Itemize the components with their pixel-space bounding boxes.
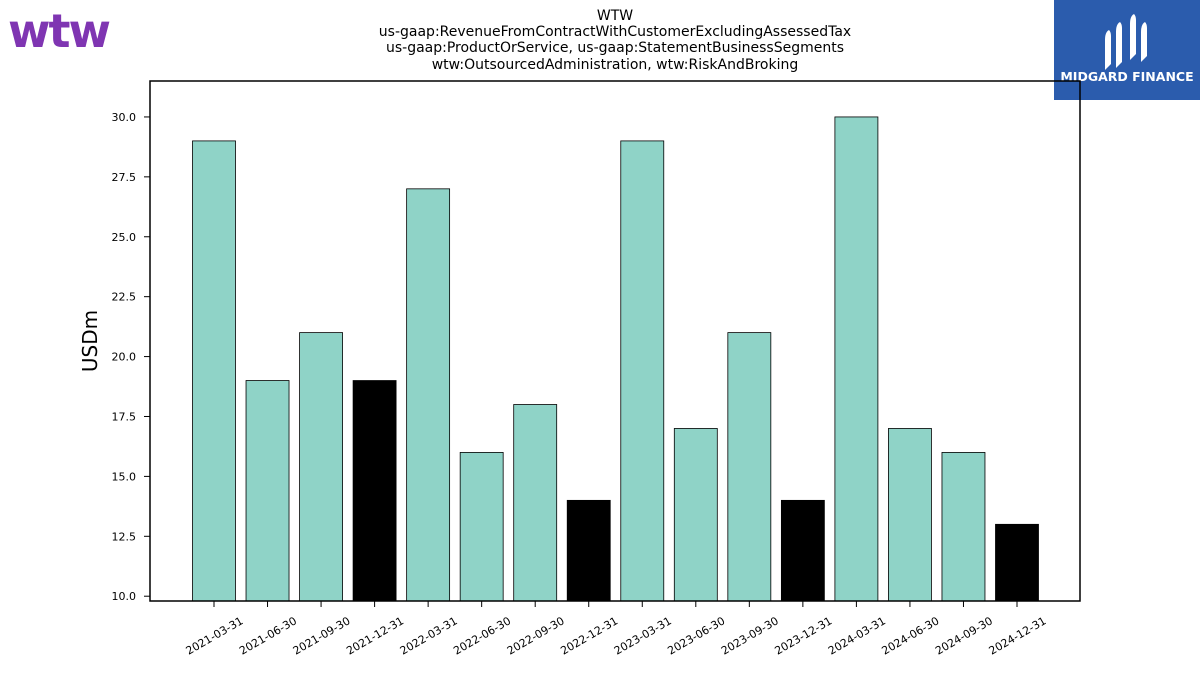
chart-title-line-2: us-gaap:RevenueFromContractWithCustomerE…	[379, 24, 851, 40]
x-tick-label: 2023-09-30	[719, 614, 781, 657]
x-tick-label: 2024-09-30	[933, 614, 995, 657]
chart-title-line-1: WTW	[597, 8, 633, 24]
x-axis: 2021-03-312021-06-302021-09-302021-12-31…	[184, 601, 1049, 658]
y-tick-label: 27.5	[112, 171, 137, 184]
y-tick-label: 25.0	[112, 231, 137, 244]
bar-2024-06-30	[888, 428, 932, 602]
y-tick-label: 10.0	[112, 590, 137, 603]
bar-2023-03-31	[620, 140, 665, 602]
bar-2021-12-31	[352, 380, 397, 602]
chart-title: WTW us-gaap:RevenueFromContractWithCusto…	[379, 8, 851, 73]
x-tick-label: 2024-12-31	[987, 614, 1049, 657]
y-tick-label: 20.0	[112, 351, 137, 364]
plot-frame	[149, 80, 1081, 602]
y-tick-label: 17.5	[112, 410, 137, 423]
bar-2021-03-31	[192, 140, 236, 602]
y-axis-label: USDm	[78, 310, 102, 372]
bar-2021-06-30	[245, 380, 290, 602]
x-tick-label: 2022-12-31	[558, 614, 620, 657]
x-tick-label: 2024-03-31	[826, 614, 888, 657]
y-tick-label: 12.5	[112, 530, 137, 543]
chart-title-line-4: wtw:OutsourcedAdministration, wtw:RiskAn…	[432, 57, 799, 73]
x-tick-label: 2023-06-30	[665, 614, 727, 657]
bar-2022-06-30	[459, 452, 504, 602]
bar-2024-12-31	[995, 523, 1039, 602]
bar-2022-09-30	[513, 404, 558, 602]
bar-2023-12-31	[780, 499, 825, 602]
midgard-finance-logo: MIDGARD FINANCE	[1054, 0, 1200, 100]
chart-title-line-3: us-gaap:ProductOrService, us-gaap:Statem…	[386, 40, 844, 56]
y-tick-label: 30.0	[112, 111, 137, 124]
x-tick-label: 2023-03-31	[612, 614, 674, 657]
midgard-logo-text: MIDGARD FINANCE	[1060, 69, 1193, 84]
x-tick-label: 2022-03-31	[398, 614, 460, 657]
bar-2021-09-30	[299, 332, 343, 602]
x-tick-label: 2022-09-30	[505, 614, 567, 657]
y-tick-label: 15.0	[112, 470, 137, 483]
midgard-logo-mark	[1105, 14, 1147, 70]
bar-2023-06-30	[673, 428, 718, 602]
y-tick-label: 22.5	[112, 291, 137, 304]
x-tick-label: 2024-06-30	[880, 614, 942, 657]
bar-2024-09-30	[941, 452, 986, 602]
midgard-logo-background	[1054, 0, 1200, 100]
wtw-logo: wtw	[8, 4, 111, 58]
bar-2024-03-31	[834, 116, 879, 602]
x-tick-label: 2021-03-31	[184, 614, 246, 657]
x-tick-label: 2023-12-31	[772, 614, 834, 657]
x-tick-label: 2022-06-30	[451, 614, 513, 657]
bar-2023-09-30	[727, 332, 772, 602]
y-axis: 10.0 12.5 15.0 17.5 20.0 22.5 25.0 27.5 30.0	[112, 111, 150, 603]
x-tick-label: 2021-12-31	[344, 614, 406, 657]
x-tick-label: 2021-09-30	[291, 614, 353, 657]
bar-2022-03-31	[406, 188, 451, 602]
bar-2022-12-31	[566, 499, 611, 602]
bars-group	[192, 116, 1039, 602]
x-tick-label: 2021-06-30	[237, 614, 299, 657]
